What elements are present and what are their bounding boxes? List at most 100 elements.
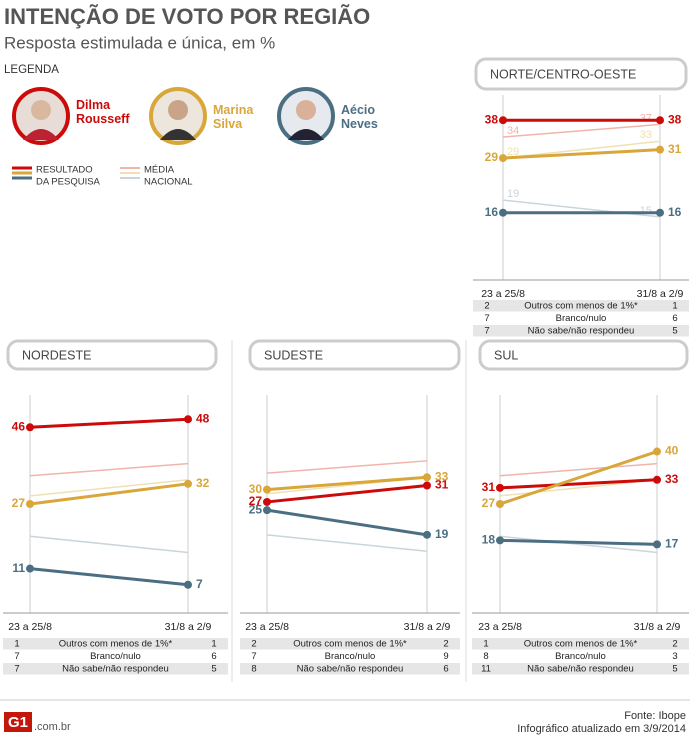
point (26, 500, 34, 508)
result-line (266, 475, 428, 492)
point (263, 497, 271, 506)
source: Fonte: Ibope (624, 710, 686, 722)
national-label: 37 (640, 112, 652, 124)
table-cell: Não sabe/não respondeu (527, 664, 634, 675)
panel-title-box (248, 339, 461, 371)
value-label: 17 (665, 537, 679, 551)
table-cell: Não sabe/não respondeu (62, 664, 169, 675)
value-label: 38 (485, 112, 499, 126)
result-line (266, 508, 428, 537)
national-line (29, 462, 189, 477)
table-cell: 5 (672, 326, 677, 337)
table-cell: 6 (443, 664, 448, 675)
table-cell: 6 (211, 651, 216, 662)
value-label: 33 (665, 472, 679, 486)
value-label: 7 (196, 577, 203, 591)
value-label: 16 (668, 205, 682, 219)
table-cell: Não sabe/não respondeu (297, 664, 404, 675)
value-label: 27 (249, 494, 263, 508)
table-cell: Outros com menos de 1%* (524, 301, 638, 312)
table-row (473, 312, 689, 324)
point (653, 447, 661, 456)
result-line (502, 148, 661, 160)
point (184, 415, 192, 424)
table-cell: 5 (672, 664, 677, 675)
x-tick-label: 31/8 a 2/9 (634, 621, 681, 633)
value-label: 27 (482, 496, 496, 510)
legend-entry: Marina Silva (213, 103, 254, 131)
point (653, 475, 661, 484)
x-tick-label: 31/8 a 2/9 (637, 288, 684, 300)
point (423, 473, 431, 482)
table-cell: 5 (211, 664, 216, 675)
national-label: 19 (507, 188, 519, 200)
table-cell: Branco/nulo (555, 651, 606, 662)
table-cell: 1 (14, 639, 19, 650)
national-label: 15 (640, 205, 652, 217)
value-label: 31 (482, 480, 496, 494)
logo-box (4, 712, 32, 732)
table-cell: 6 (672, 313, 677, 324)
point (653, 540, 661, 549)
national-line (502, 123, 661, 138)
table-cell: 8 (251, 664, 256, 675)
x-tick-label: 31/8 a 2/9 (165, 621, 212, 633)
national-line (499, 462, 658, 477)
national-label: 34 (507, 125, 519, 137)
national-line (29, 535, 189, 554)
updated: Infográfico atualizado em 3/9/2014 (517, 723, 686, 735)
panel-title: SUDESTE (264, 348, 323, 362)
result-line (29, 417, 189, 429)
table-cell: 1 (483, 639, 488, 650)
value-label: 48 (196, 411, 210, 425)
result-line (499, 450, 658, 506)
title: INTENÇÃO DE VOTO POR REGIÃO (4, 4, 370, 29)
value-label: 25 (249, 502, 263, 516)
table-cell: 7 (14, 651, 19, 662)
point (184, 479, 192, 488)
portraits (12, 87, 335, 145)
table-cell: 2 (672, 639, 677, 650)
table-row (473, 325, 689, 337)
legend-label: Aécio Neves (341, 103, 378, 131)
legend-label: Marina Silva (213, 103, 254, 131)
value-label: 33 (435, 469, 449, 483)
table-cell: Outros com menos de 1%* (293, 639, 407, 650)
point (499, 116, 507, 125)
table-row (3, 663, 228, 675)
national-line (502, 199, 661, 218)
table-cell: 9 (443, 651, 448, 662)
point (263, 485, 271, 494)
value-label: 18 (482, 533, 496, 547)
legend-entry: Dilma Rousseff (76, 98, 129, 126)
point (423, 530, 431, 539)
table-cell: Branco/nulo (556, 313, 607, 324)
point (656, 145, 664, 154)
value-label: 38 (668, 112, 682, 126)
point (26, 423, 34, 432)
table-cell: Branco/nulo (325, 651, 376, 662)
table-cell: 7 (484, 313, 489, 324)
national-label: 29 (507, 146, 519, 158)
table-cell: Não sabe/não respondeu (528, 326, 635, 337)
point (496, 500, 504, 508)
x-tick-label: 23 a 25/8 (8, 621, 52, 633)
value-label: 19 (435, 527, 449, 541)
logo: G1 (8, 714, 28, 731)
panel-title: NORDESTE (22, 348, 91, 362)
panel-title: SUL (494, 348, 518, 362)
legend-text: MÉDIA (144, 165, 175, 176)
table-cell: 3 (672, 651, 677, 662)
point (499, 208, 507, 217)
point (184, 580, 192, 589)
table-cell: Outros com menos de 1%* (59, 639, 173, 650)
logo-domain: .com.br (34, 721, 71, 733)
table-cell: 2 (251, 639, 256, 650)
panel-title-box (478, 339, 689, 371)
national-line (499, 535, 658, 554)
value-label: 31 (668, 142, 682, 156)
point (423, 481, 431, 490)
value-label: 31 (435, 478, 449, 492)
national-line (266, 460, 428, 474)
table-row (472, 638, 689, 650)
